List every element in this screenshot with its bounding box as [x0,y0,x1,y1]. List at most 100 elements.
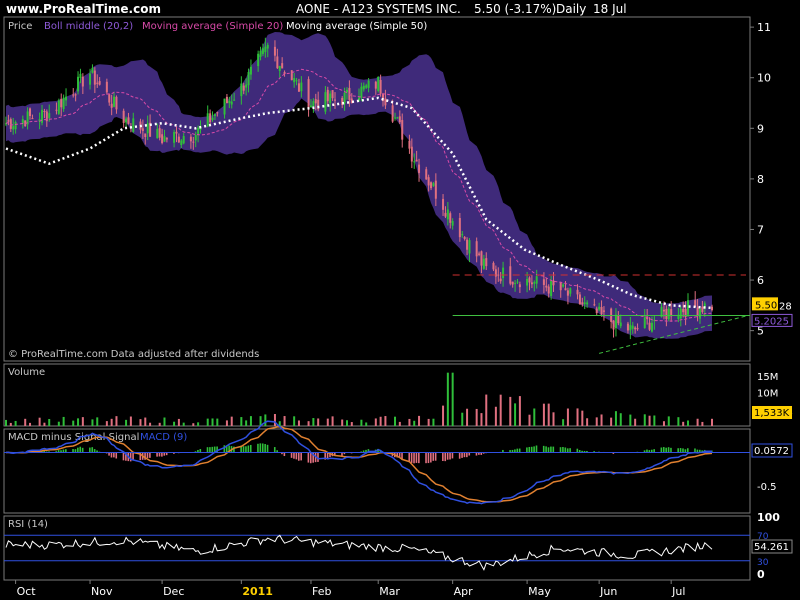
candle-body [343,92,346,104]
legend-item: Moving average (Simple 20) [142,21,283,32]
volume-bar [614,411,617,426]
macd-histogram-bar [612,452,615,454]
macd-histogram-bar [240,445,242,453]
volume-last-tag [752,406,792,419]
candle-body [535,276,538,284]
volume-bar [125,419,128,426]
candle-body [125,118,128,123]
volume-bar [62,416,65,426]
macd-histogram-bar [43,450,46,453]
macd-histogram-bar [461,452,463,458]
candle-body [475,241,478,257]
mid-tag-label: 5.2025 [754,316,789,327]
macd-histogram-bar [309,452,312,464]
macd-histogram-bar [696,449,699,453]
macd-histogram-bar [209,447,211,453]
macd-histogram-bar [324,452,326,460]
macd-histogram-bar [578,450,581,453]
candle-body [514,283,517,285]
macd-histogram-bar [653,449,655,453]
macd-histogram-bar [48,451,50,453]
candle-body [93,70,96,85]
candle-body [401,120,404,140]
volume-bar [5,419,7,426]
candle-body [295,80,298,82]
candle-body [684,308,687,318]
macd-frame [3,428,751,514]
volume-bar [667,416,670,426]
volume-bar [72,420,75,426]
macd-title-2: MACD (9) [140,432,187,443]
candle-body [444,212,447,217]
macd-histogram-bar [228,445,230,453]
candle-body [96,82,99,84]
candle-body [127,117,130,124]
candle-body [662,309,665,312]
macd-histogram-bar [57,450,60,453]
candle-body [264,46,267,53]
macd-histogram-bar [163,452,166,456]
macd-histogram-bar [293,452,295,459]
candle-body [398,116,401,123]
candle-body [89,73,92,85]
x-tick-label: Jun [599,585,617,598]
macd-histogram-bar [581,450,583,453]
candle-body [427,177,430,186]
macd-histogram-bar [564,447,567,453]
candle-body [677,314,680,320]
macd-histogram-bar [129,452,132,462]
candle-body [149,122,152,137]
candle-body [394,117,397,119]
macd-histogram-bar [682,448,684,453]
macd-histogram-bar [677,448,679,453]
candle-body [175,131,178,134]
macd-histogram-bar [165,452,168,456]
volume-bar [514,403,517,426]
candle-body [377,76,380,92]
macd-histogram-bar [665,447,667,453]
volume-bar [643,414,646,426]
candle-body [578,294,581,305]
candle-body [485,258,488,267]
macd-histogram-bar [360,451,363,453]
candle-body [499,278,502,282]
macd-histogram-bar [559,447,562,453]
candle-body [566,290,569,296]
site-label[interactable]: www.ProRealTime.com [6,2,161,16]
volume-bar [485,394,488,426]
macd-histogram-bar [418,452,420,464]
macd-histogram-bar [197,449,199,453]
candle-body [132,118,135,132]
candle-body [173,132,176,143]
volume-bar [451,372,454,426]
candle-body [569,288,572,294]
candle-body [384,98,387,106]
candle-body [581,302,584,305]
candle-body [245,84,248,88]
macd-histogram-bar [223,445,226,453]
candle-body [432,183,435,186]
candle-body [494,269,497,277]
macd-histogram-bar [396,452,399,458]
rsi-line [5,534,713,571]
macd-histogram-bar [307,452,310,463]
macd-histogram-bar [432,452,435,461]
volume-bar [711,418,713,426]
macd-histogram-bar [667,447,670,453]
x-tick-label: Mar [379,585,400,598]
candle-body [665,308,668,320]
candle-body [698,308,701,319]
candle-body [509,266,512,284]
volume-title: Volume [8,367,45,378]
macd-histogram-bar [518,448,521,453]
candle-body [297,83,300,92]
candle-body [345,89,348,93]
candle-body [430,182,433,189]
macd-histogram-bar [96,450,98,453]
macd-histogram-bar [77,447,79,453]
macd-histogram-bar [365,449,367,453]
candle-body [144,133,147,138]
volume-bar [115,416,118,426]
x-tick-label: Feb [312,585,331,598]
